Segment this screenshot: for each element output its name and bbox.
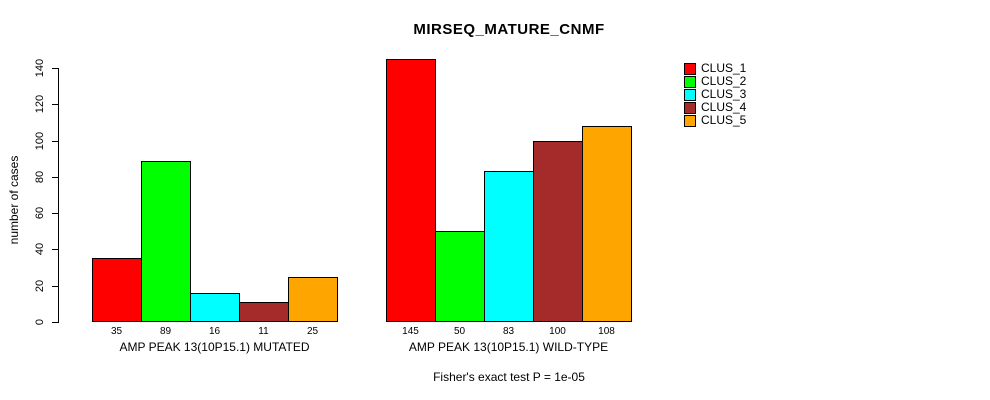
y-axis-line [58, 68, 59, 323]
y-axis-tick [52, 286, 59, 287]
y-axis-tick-label: 20 [34, 279, 46, 293]
legend-swatch-clus_1 [684, 63, 696, 75]
y-axis-tick [52, 249, 59, 250]
bar-clus_5-group2 [582, 126, 632, 322]
legend-swatch-clus_2 [684, 76, 696, 88]
legend-swatch-clus_3 [684, 89, 696, 101]
y-axis-tick-label: 120 [34, 94, 46, 114]
bar-clus_3-group2 [484, 171, 534, 322]
bar-clus_1-group2 [386, 59, 436, 322]
bar-value-label: 16 [208, 326, 221, 337]
legend-label-clus_1: CLUS_1 [701, 61, 747, 75]
fisher-test-annotation: Fisher's exact test P = 1e-05 [433, 370, 585, 384]
chart-title: MIRSEQ_MATURE_CNMF [413, 21, 605, 38]
legend-swatch-clus_4 [684, 102, 696, 114]
y-axis-tick [52, 322, 59, 323]
y-axis-tick [52, 68, 59, 69]
bar-value-label: 50 [453, 326, 466, 337]
y-axis-tick-label: 100 [34, 131, 46, 151]
bar-value-label: 100 [549, 326, 566, 337]
bar-value-label: 89 [159, 326, 172, 337]
y-axis-tick-label: 140 [34, 58, 46, 78]
y-axis-tick [52, 104, 59, 105]
y-axis-tick [52, 141, 59, 142]
y-axis-tick [52, 213, 59, 214]
legend-label-clus_3: CLUS_3 [701, 87, 747, 101]
y-axis-tick-label: 0 [34, 318, 46, 326]
bar-clus_2-group1 [141, 161, 191, 322]
bar-clus_5-group1 [288, 277, 338, 322]
bar-value-label: 25 [306, 326, 319, 337]
legend-label-clus_4: CLUS_4 [701, 100, 747, 114]
bar-clus_3-group1 [190, 293, 240, 322]
bar-value-label: 108 [598, 326, 615, 337]
y-axis-tick-label: 80 [34, 170, 46, 184]
legend-label-clus_5: CLUS_5 [701, 113, 747, 127]
y-axis-tick [52, 177, 59, 178]
y-axis-tick-label: 60 [34, 206, 46, 220]
bar-clus_2-group2 [435, 231, 485, 322]
bar-clus_4-group2 [533, 141, 583, 322]
bar-value-label: 145 [402, 326, 419, 337]
bar-value-label: 35 [110, 326, 123, 337]
y-axis-label: number of cases [7, 155, 21, 245]
legend-swatch-clus_5 [684, 115, 696, 127]
y-axis-tick-label: 40 [34, 242, 46, 256]
legend-label-clus_2: CLUS_2 [701, 74, 747, 88]
bar-clus_4-group1 [239, 302, 289, 322]
group-axis-label: AMP PEAK 13(10P15.1) MUTATED [119, 340, 310, 354]
bar-value-label: 83 [502, 326, 515, 337]
bar-clus_1-group1 [92, 258, 142, 322]
bar-value-label: 11 [258, 326, 269, 337]
group-axis-label: AMP PEAK 13(10P15.1) WILD-TYPE [408, 340, 609, 354]
